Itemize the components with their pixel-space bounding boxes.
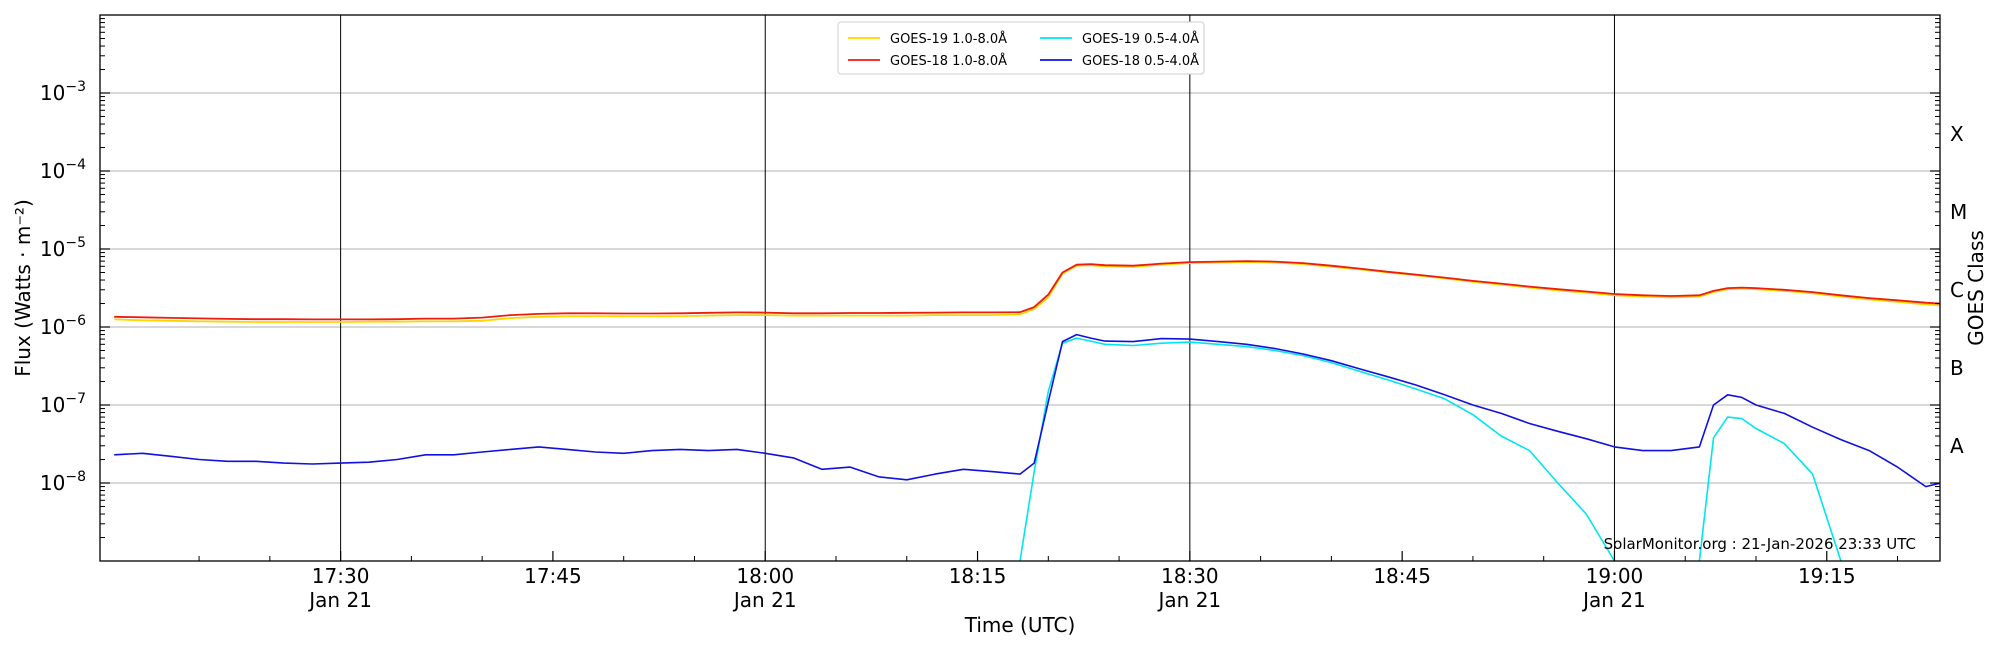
legend-box (837, 21, 1205, 75)
x-tick-label: 18:15 (949, 564, 1007, 588)
x-tick-date-label: Jan 21 (1581, 588, 1646, 612)
x-axis-title: Time (UTC) (964, 613, 1076, 637)
y-tick-label: 10−7 (40, 391, 86, 417)
x-tick-label: 18:00 (736, 564, 794, 588)
goes-class-label: C (1950, 278, 1964, 302)
y-axis-title: Flux (Watts · m⁻²) (11, 199, 35, 377)
series-line-goes-19-0-5-4-0 (1019, 337, 1842, 561)
x-tick-label: 17:45 (524, 564, 582, 588)
credit-text: SolarMonitor.org : 21-Jan-2026 23:33 UTC (1604, 535, 1916, 553)
goes-class-label: B (1950, 356, 1964, 380)
y-tick-label: 10−5 (40, 235, 86, 261)
x-tick-label: 17:30 (312, 564, 370, 588)
goes-class-label: A (1950, 434, 1964, 458)
y-tick-label: 10−8 (40, 469, 86, 495)
x-tick-date-label: Jan 21 (307, 588, 372, 612)
y-tick-label: 10−6 (40, 313, 86, 339)
x-tick-label: 19:00 (1586, 564, 1644, 588)
legend-label: GOES-19 0.5-4.0Å (1082, 31, 1199, 47)
x-tick-date-label: Jan 21 (1157, 588, 1222, 612)
x-tick-label: 18:45 (1373, 564, 1431, 588)
legend-label: GOES-18 0.5-4.0Å (1082, 53, 1199, 69)
series-line-goes-19-1-0-8-0 (114, 261, 1940, 323)
y-tick-label: 10−4 (40, 157, 86, 183)
goes-class-label: X (1950, 122, 1964, 146)
y-tick-label: 10−3 (40, 79, 86, 105)
goes-class-label: M (1950, 200, 1967, 224)
series-line-goes-18-0-5-4-0 (114, 333, 1940, 488)
legend-label: GOES-18 1.0-8.0Å (890, 53, 1007, 69)
x-tick-label: 18:30 (1161, 564, 1219, 588)
plot-frame (99, 14, 1941, 562)
legend-label: GOES-19 1.0-8.0Å (890, 31, 1007, 47)
series-line-goes-18-1-0-8-0 (114, 260, 1940, 321)
x-tick-date-label: Jan 21 (732, 588, 797, 612)
goes-class-axis-title: GOES Class (1964, 230, 1988, 346)
x-tick-label: 19:15 (1798, 564, 1856, 588)
